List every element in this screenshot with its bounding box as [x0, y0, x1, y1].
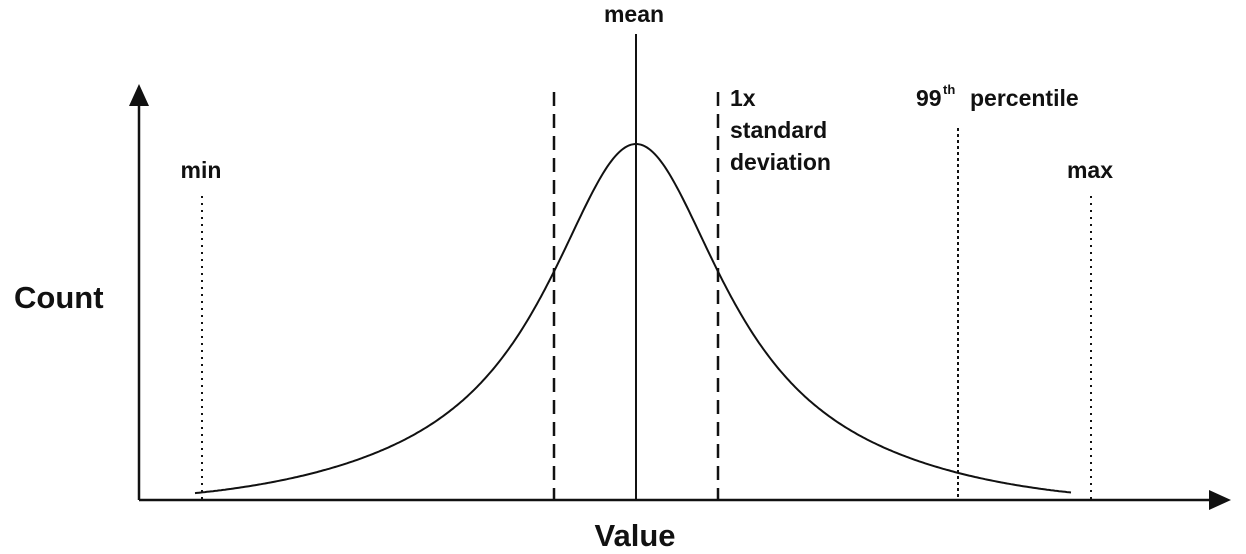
y-axis-label: Count — [14, 280, 104, 315]
min-label: min — [181, 157, 222, 183]
x-axis-label: Value — [595, 518, 676, 553]
distribution-curve — [194, 143, 1072, 495]
mean-label: mean — [604, 1, 664, 27]
std-label-line1: 1x — [730, 85, 756, 111]
x-axis-arrow-icon — [1209, 490, 1231, 510]
p99-label-suffix: th — [943, 82, 955, 97]
p99-label-number: 99 — [916, 85, 942, 111]
std-label-line2: standard — [730, 117, 827, 143]
std-label-line3: deviation — [730, 149, 831, 175]
max-label: max — [1067, 157, 1113, 183]
y-axis-arrow-icon — [129, 84, 149, 106]
p99-label-word: percentile — [970, 85, 1079, 111]
